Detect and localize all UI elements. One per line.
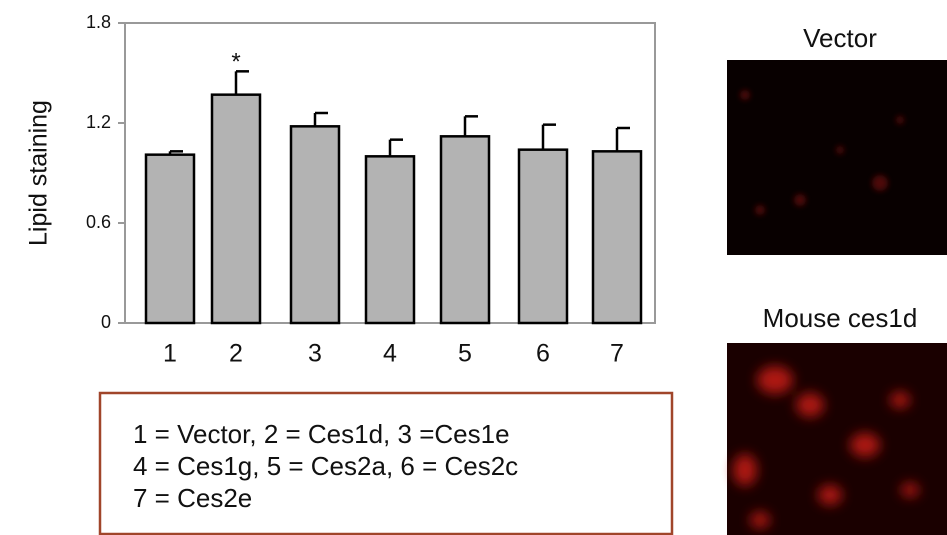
y-axis-label: Lipid staining bbox=[25, 100, 53, 246]
page: {"chart_data": {"type": "bar", "y_label"… bbox=[0, 0, 947, 535]
micrograph bbox=[727, 343, 947, 535]
x-tick-label: 3 bbox=[308, 340, 322, 368]
key-line: 4 = Ces1g, 5 = Ces2a, 6 = Ces2c bbox=[133, 451, 518, 481]
bar bbox=[366, 156, 414, 323]
annotation: * bbox=[231, 49, 240, 76]
bar bbox=[212, 95, 260, 323]
y-tick-label: 0 bbox=[101, 312, 111, 332]
y-tick-label: 0.6 bbox=[86, 212, 111, 232]
y-tick-label: 1.8 bbox=[86, 12, 111, 32]
bar bbox=[291, 126, 339, 323]
panel-title: Mouse ces1d bbox=[763, 303, 918, 333]
y-tick-label: 1.2 bbox=[86, 112, 111, 132]
x-tick-label: 2 bbox=[229, 340, 243, 368]
x-tick-label: 1 bbox=[163, 340, 177, 368]
bar bbox=[593, 151, 641, 323]
micrograph bbox=[727, 60, 947, 255]
bar bbox=[441, 136, 489, 323]
x-tick-label: 5 bbox=[458, 340, 472, 368]
bar bbox=[146, 155, 194, 323]
panel-title: Vector bbox=[803, 23, 877, 53]
key-line: 7 = Ces2e bbox=[133, 483, 252, 513]
x-tick-label: 7 bbox=[610, 340, 624, 368]
x-tick-label: 6 bbox=[536, 340, 550, 368]
x-tick-label: 4 bbox=[383, 340, 397, 368]
bar bbox=[519, 150, 567, 323]
figure: Lipid staining Vector Mouse ces1d 0 0.6 1.… bbox=[0, 0, 947, 535]
key-line: 1 = Vector, 2 = Ces1d, 3 =Ces1e bbox=[133, 419, 510, 449]
